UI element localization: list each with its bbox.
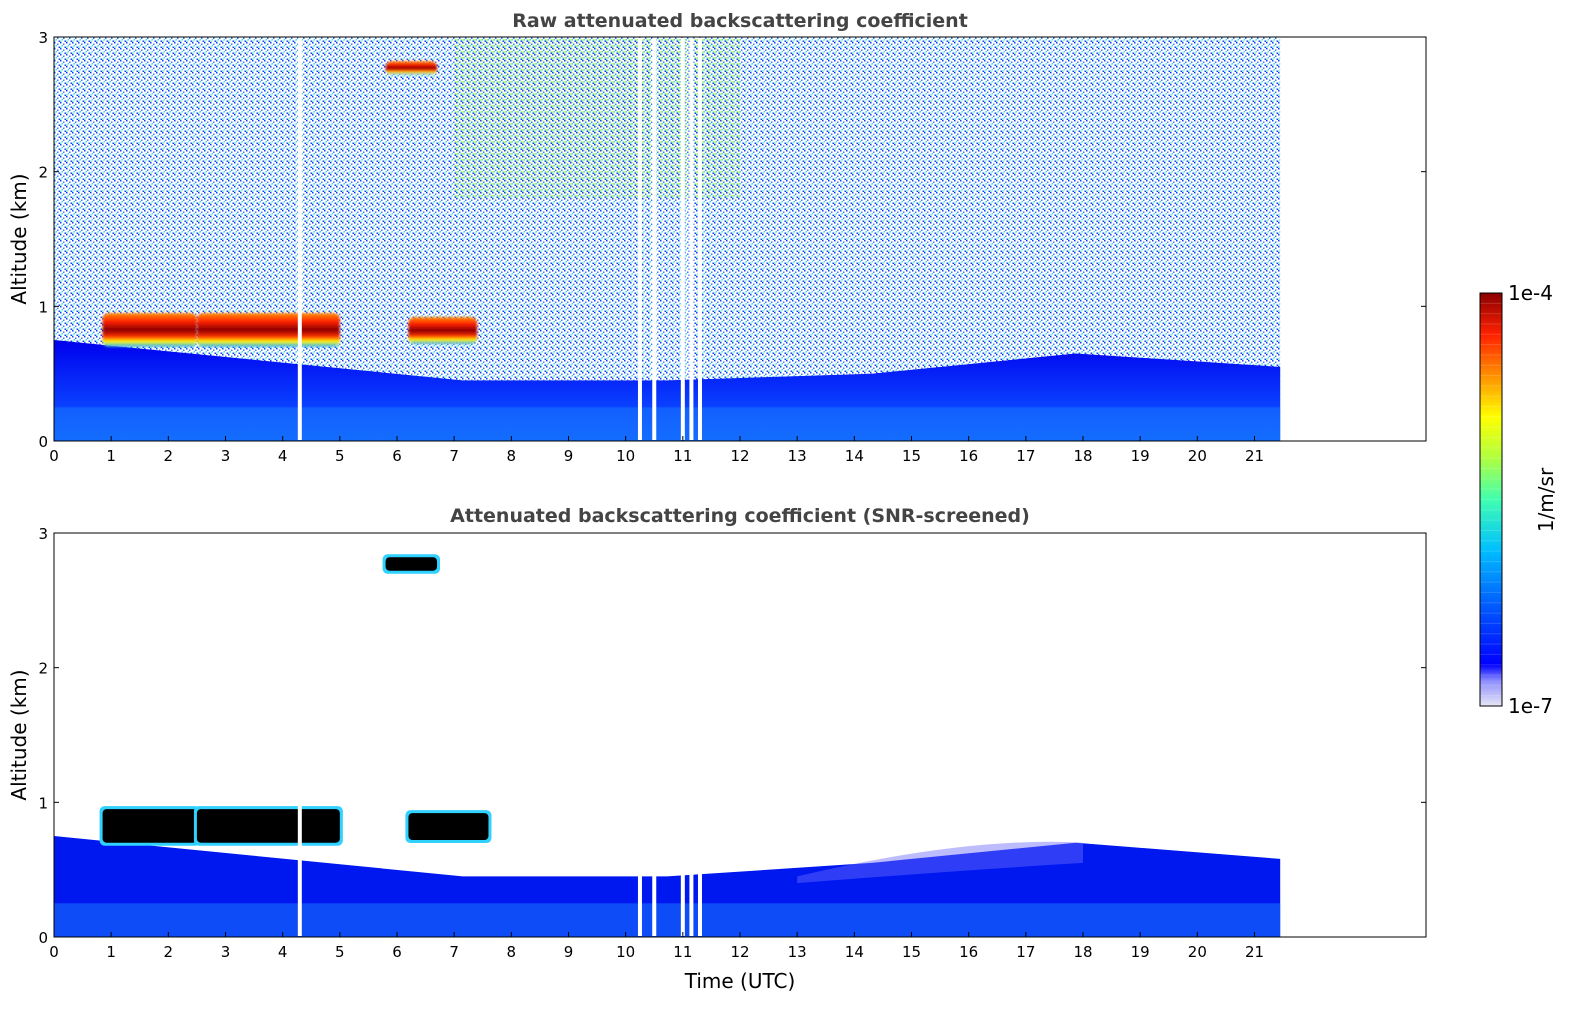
data-gap	[689, 38, 694, 440]
x-tick-label: 8	[507, 943, 517, 961]
plot-area	[53, 36, 1427, 442]
data-gap	[652, 534, 657, 936]
data-gap	[680, 534, 685, 936]
x-tick-label: 9	[564, 447, 574, 465]
x-tick-label: 17	[1016, 943, 1035, 961]
snr-screened-panel: Attenuated backscattering coefficient (S…	[7, 505, 1427, 993]
x-tick-label: 14	[845, 943, 864, 961]
data-gap	[297, 38, 302, 440]
x-tick-label: 4	[278, 943, 288, 961]
x-tick-label: 11	[673, 943, 692, 961]
cloud-layer	[408, 317, 478, 345]
x-tick-label: 3	[221, 943, 231, 961]
x-tick-label: 19	[1131, 447, 1150, 465]
cloud-layer	[102, 809, 197, 843]
plot-area	[53, 532, 1427, 938]
x-tick-label: 16	[959, 447, 978, 465]
x-tick-label: 12	[730, 447, 749, 465]
cloud-layer	[385, 61, 438, 75]
data-gap	[680, 38, 685, 440]
y-tick-label: 3	[38, 29, 48, 47]
data-gap	[697, 534, 702, 936]
screened-haze	[797, 841, 1083, 884]
cloud-layer	[102, 313, 197, 347]
data-gap	[637, 38, 642, 440]
x-tick-label: 4	[278, 447, 288, 465]
y-axis: 0 1 2 3	[38, 29, 1426, 451]
x-tick-label: 5	[335, 943, 345, 961]
colorbar-frame	[1479, 292, 1503, 707]
data-gap	[297, 534, 302, 936]
y-tick-label: 2	[38, 660, 48, 678]
x-axis: 0 1 2 3 4 5 6 7 8 9 10 11 12 13 14 15 16 17 18 19 20 21	[49, 932, 1264, 961]
x-tick-label: 2	[164, 447, 174, 465]
y-tick-label: 0	[38, 433, 48, 451]
x-axis-label: Time (UTC)	[684, 969, 796, 993]
x-tick-label: 8	[507, 447, 517, 465]
x-tick-label: 10	[616, 447, 635, 465]
x-tick-label: 3	[221, 447, 231, 465]
x-tick-label: 15	[902, 447, 921, 465]
x-tick-label: 21	[1245, 447, 1264, 465]
x-tick-label: 0	[49, 943, 59, 961]
x-tick-label: 20	[1188, 447, 1207, 465]
x-tick-label: 21	[1245, 943, 1264, 961]
colorbar-gradient	[1480, 293, 1502, 706]
data-gap	[689, 534, 694, 936]
cloud-layer	[385, 557, 438, 571]
x-tick-label: 18	[1073, 447, 1092, 465]
x-tick-label: 2	[164, 943, 174, 961]
panel-title: Raw attenuated backscattering coefficien…	[512, 10, 968, 32]
x-tick-label: 16	[959, 943, 978, 961]
x-tick-label: 18	[1073, 943, 1092, 961]
x-tick-label: 13	[788, 943, 807, 961]
x-tick-label: 1	[106, 447, 116, 465]
x-tick-label: 0	[49, 447, 59, 465]
x-tick-label: 19	[1131, 943, 1150, 961]
surface-layer	[54, 903, 1281, 937]
x-tick-label: 6	[392, 447, 402, 465]
cloud-layer	[196, 313, 340, 347]
colorbar-min-label: 1e-7	[1508, 694, 1553, 718]
data-gap	[697, 38, 702, 440]
x-tick-label: 7	[449, 447, 459, 465]
y-axis-label: Altitude (km)	[7, 669, 31, 800]
x-tick-label: 9	[564, 943, 574, 961]
y-tick-label: 2	[38, 164, 48, 182]
x-tick-label: 14	[845, 447, 864, 465]
cloud-layer	[196, 809, 340, 843]
noise-field-aerosol	[454, 37, 740, 199]
y-axis: 0 1 2 3	[38, 525, 1426, 947]
x-tick-label: 15	[902, 943, 921, 961]
cloud-layer	[408, 813, 489, 841]
heatmap-image	[54, 37, 1281, 441]
x-tick-label: 6	[392, 943, 402, 961]
data-gap	[652, 38, 657, 440]
surface-layer	[54, 407, 1281, 441]
x-tick-label: 17	[1016, 447, 1035, 465]
colorbar-unit-label: 1/m/sr	[1534, 467, 1558, 532]
x-tick-label: 20	[1188, 943, 1207, 961]
heatmap-image	[54, 534, 1281, 937]
colorbar-max-label: 1e-4	[1508, 281, 1553, 305]
y-tick-label: 3	[38, 525, 48, 543]
x-tick-label: 11	[673, 447, 692, 465]
data-gap	[637, 534, 642, 936]
raw-backscatter-panel: Raw attenuated backscattering coefficien…	[7, 10, 1427, 465]
x-tick-label: 7	[449, 943, 459, 961]
x-axis: 0 1 2 3 4 5 6 7 8 9 10 11 12 13 14 15 16 17 18 19 20 21	[49, 436, 1264, 465]
x-tick-label: 1	[106, 943, 116, 961]
colorbar: 1e-4 1e-7 1/m/sr	[1479, 281, 1558, 718]
y-axis-label: Altitude (km)	[7, 173, 31, 304]
x-tick-label: 10	[616, 943, 635, 961]
y-tick-label: 1	[38, 794, 48, 812]
x-tick-label: 5	[335, 447, 345, 465]
panel-title: Attenuated backscattering coefficient (S…	[450, 505, 1030, 527]
y-tick-label: 1	[38, 298, 48, 316]
colorbar-bands	[1480, 302, 1502, 697]
y-tick-label: 0	[38, 929, 48, 947]
x-tick-label: 13	[788, 447, 807, 465]
x-tick-label: 12	[730, 943, 749, 961]
